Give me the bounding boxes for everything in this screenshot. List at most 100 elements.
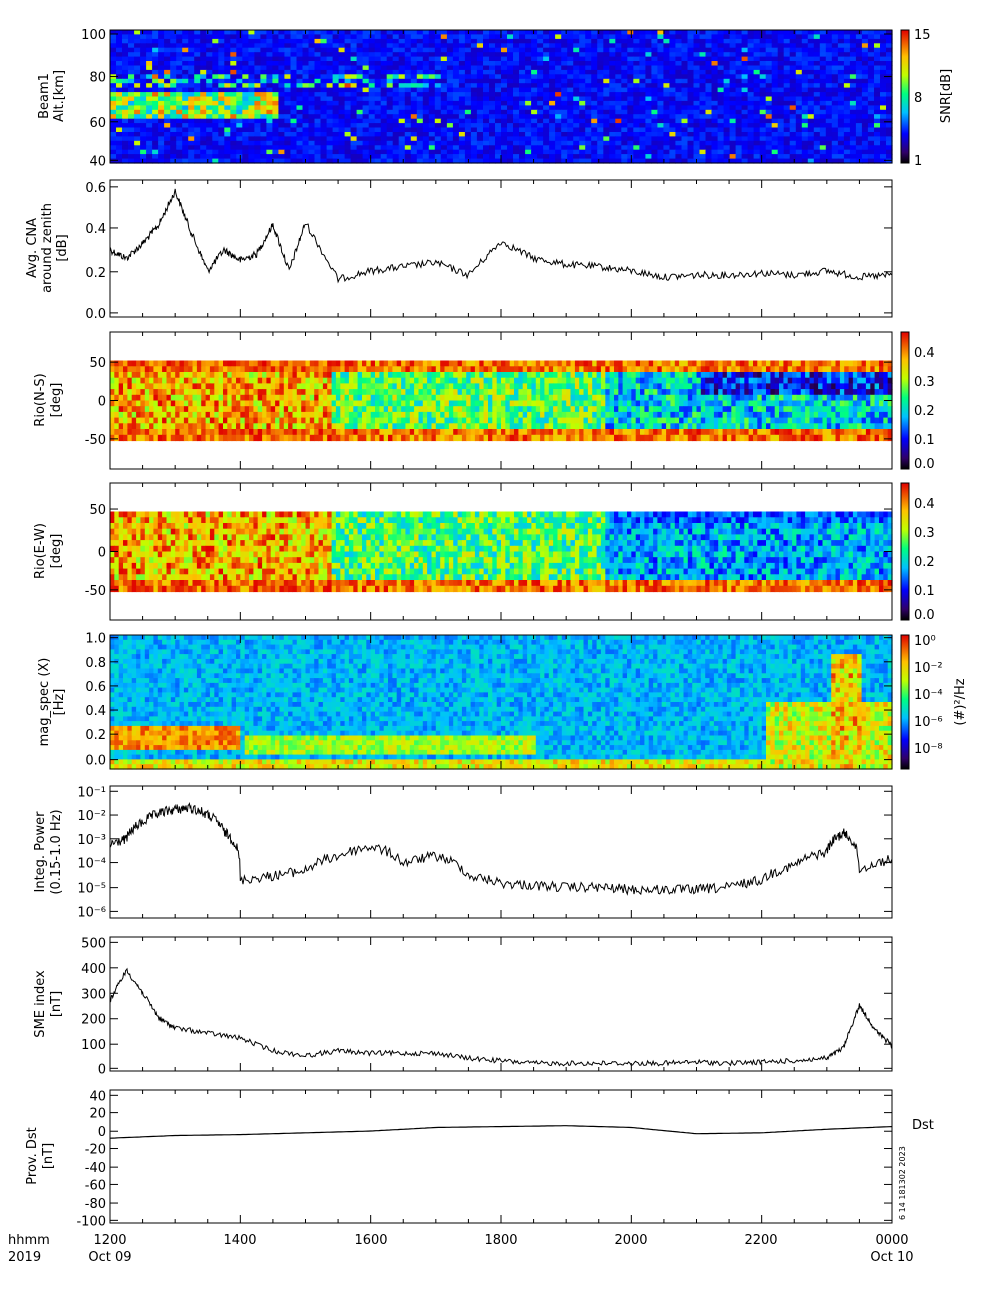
heatmap-cell xyxy=(592,378,597,384)
heatmap-cell xyxy=(441,48,448,53)
heatmap-cell xyxy=(525,74,532,79)
heatmap-cell xyxy=(623,372,628,378)
heatmap-cell xyxy=(188,79,195,84)
heatmap-cell xyxy=(309,154,316,159)
heatmap-cell xyxy=(140,123,147,128)
heatmap-cell xyxy=(730,101,737,106)
heatmap-cell xyxy=(435,57,442,62)
heatmap-cell xyxy=(862,61,869,66)
heatmap-cell xyxy=(218,128,225,133)
heatmap-cell xyxy=(688,70,695,75)
heatmap-cell xyxy=(399,83,406,88)
heatmap-cell xyxy=(303,48,310,53)
heatmap-cell xyxy=(820,83,827,88)
heatmap-cell xyxy=(158,92,165,97)
heatmap-cell xyxy=(134,150,141,155)
heatmap-cell xyxy=(489,105,496,110)
heatmap-cell xyxy=(615,110,622,115)
heatmap-cell xyxy=(844,366,849,372)
heatmap-cell xyxy=(567,145,574,150)
heatmap-cell xyxy=(375,70,382,75)
heatmap-cell xyxy=(579,372,584,378)
heatmap-cell xyxy=(345,48,352,53)
heatmap-cell xyxy=(140,66,147,71)
heatmap-cell xyxy=(397,372,402,378)
heatmap-cell xyxy=(537,110,544,115)
heatmap-cell xyxy=(327,154,334,159)
heatmap-cell xyxy=(371,378,376,384)
heatmap-cell xyxy=(447,74,454,79)
heatmap-cell xyxy=(236,30,243,35)
heatmap-cell xyxy=(710,372,715,378)
heatmap-cell xyxy=(134,105,141,110)
heatmap-cell xyxy=(140,105,147,110)
heatmap-cell xyxy=(158,141,165,146)
heatmap-cell xyxy=(513,66,520,71)
heatmap-cell xyxy=(110,141,117,146)
heatmap-cell xyxy=(441,74,448,79)
heatmap-cell xyxy=(505,389,510,395)
heatmap-cell xyxy=(441,141,448,146)
heatmap-cell xyxy=(627,361,632,367)
heatmap-cell xyxy=(714,361,719,367)
heatmap-cell xyxy=(357,154,364,159)
heatmap-cell xyxy=(110,154,117,159)
heatmap-cell xyxy=(753,378,758,384)
heatmap-cell xyxy=(200,141,207,146)
heatmap-cell xyxy=(477,52,484,57)
heatmap-cell xyxy=(332,366,337,372)
heatmap-cell xyxy=(802,97,809,102)
heatmap-cell xyxy=(669,83,676,88)
heatmap-cell xyxy=(182,43,189,48)
heatmap-cell xyxy=(849,372,854,378)
heatmap-cell xyxy=(200,97,207,102)
heatmap-cell xyxy=(706,43,713,48)
heatmap-cell xyxy=(483,52,490,57)
heatmap-cell xyxy=(519,97,526,102)
heatmap-cell xyxy=(429,57,436,62)
heatmap-cell xyxy=(122,123,129,128)
heatmap-cell xyxy=(458,372,463,378)
heatmap-cell xyxy=(744,383,749,389)
heatmap-cell xyxy=(429,110,436,115)
heatmap-cell xyxy=(718,145,725,150)
heatmap-cell xyxy=(826,79,833,84)
heatmap-cell xyxy=(375,145,382,150)
heatmap-cell xyxy=(134,154,141,159)
heatmap-cell xyxy=(531,372,536,378)
heatmap-cell xyxy=(495,88,502,93)
heatmap-cell xyxy=(381,83,388,88)
heatmap-cell xyxy=(640,372,645,378)
heatmap-cell xyxy=(242,83,249,88)
heatmap-cell xyxy=(639,128,646,133)
heatmap-cell xyxy=(306,366,311,372)
heatmap-cell xyxy=(783,372,788,378)
heatmap-cell xyxy=(116,141,123,146)
heatmap-cell xyxy=(227,389,232,395)
heatmap-cell xyxy=(489,145,496,150)
heatmap-cell xyxy=(223,383,228,389)
heatmap-cell xyxy=(201,361,206,367)
heatmap-cell xyxy=(414,372,419,378)
heatmap-cell xyxy=(523,361,528,367)
heatmap-cell xyxy=(297,61,304,66)
heatmap-cell xyxy=(712,123,719,128)
heatmap-cell xyxy=(579,128,586,133)
heatmap-cell xyxy=(140,366,145,372)
heatmap-cell xyxy=(868,61,875,66)
heatmap-cell xyxy=(224,154,231,159)
heatmap-cell xyxy=(453,154,460,159)
heatmap-cell xyxy=(561,43,568,48)
heatmap-cell xyxy=(880,154,887,159)
heatmap-cell xyxy=(182,150,189,155)
heatmap-cell xyxy=(832,114,839,119)
heatmap-cell xyxy=(315,48,322,53)
heatmap-cell xyxy=(206,383,211,389)
heatmap-cell xyxy=(850,66,857,71)
heatmap-cell xyxy=(585,66,592,71)
heatmap-cell xyxy=(657,123,664,128)
heatmap-cell xyxy=(645,34,652,39)
heatmap-cell xyxy=(303,52,310,57)
heatmap-cell xyxy=(224,30,231,35)
heatmap-cell xyxy=(152,154,159,159)
